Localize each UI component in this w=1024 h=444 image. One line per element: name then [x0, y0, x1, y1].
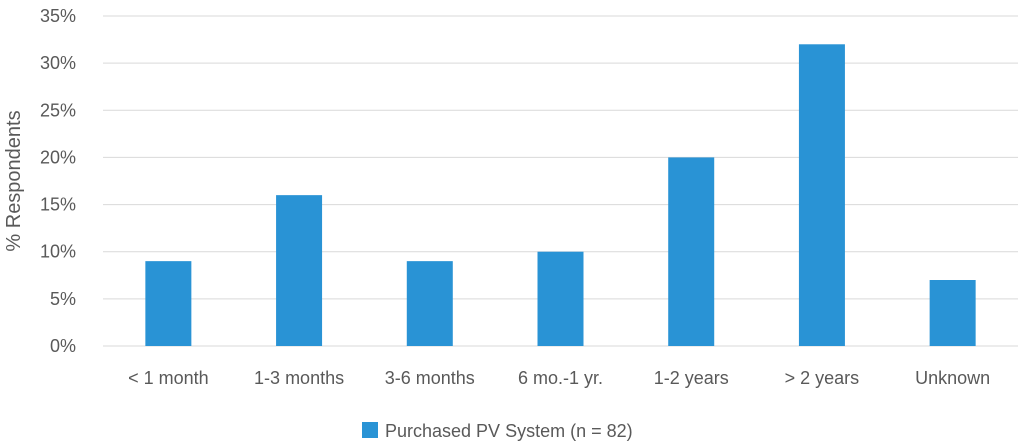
- y-tick-label: 15%: [40, 195, 76, 215]
- bars: [145, 44, 976, 347]
- legend-swatch: [362, 422, 378, 438]
- bar-5: [668, 157, 715, 346]
- x-tick-label: 6 mo.-1 yr.: [518, 368, 603, 388]
- y-tick-label: 5%: [50, 289, 76, 309]
- legend: Purchased PV System (n = 82): [362, 421, 633, 441]
- y-tick-label: 20%: [40, 147, 76, 167]
- y-tick-label: 35%: [40, 6, 76, 26]
- y-axis-tick-labels: 0% 5% 10% 15% 20% 25% 30% 35%: [40, 6, 76, 356]
- legend-label: Purchased PV System (n = 82): [385, 421, 633, 441]
- x-tick-label: Unknown: [915, 368, 990, 388]
- x-tick-label: < 1 month: [128, 368, 209, 388]
- y-tick-label: 0%: [50, 336, 76, 356]
- x-axis-tick-labels: < 1 month 1-3 months 3-6 months 6 mo.-1 yr.…: [128, 368, 990, 388]
- bar-3: [406, 261, 453, 346]
- bar-4: [537, 251, 584, 346]
- x-tick-label: 3-6 months: [385, 368, 475, 388]
- bar-2: [276, 195, 323, 346]
- y-axis-title: % Respondents: [3, 110, 25, 251]
- y-tick-label: 25%: [40, 100, 76, 120]
- x-tick-label: 1-3 months: [254, 368, 344, 388]
- bar-6: [798, 44, 845, 347]
- bar-1: [145, 261, 192, 346]
- y-tick-label: 10%: [40, 242, 76, 262]
- y-tick-label: 30%: [40, 53, 76, 73]
- bar-7: [929, 280, 976, 346]
- x-tick-label: > 2 years: [785, 368, 860, 388]
- x-tick-label: 1-2 years: [654, 368, 729, 388]
